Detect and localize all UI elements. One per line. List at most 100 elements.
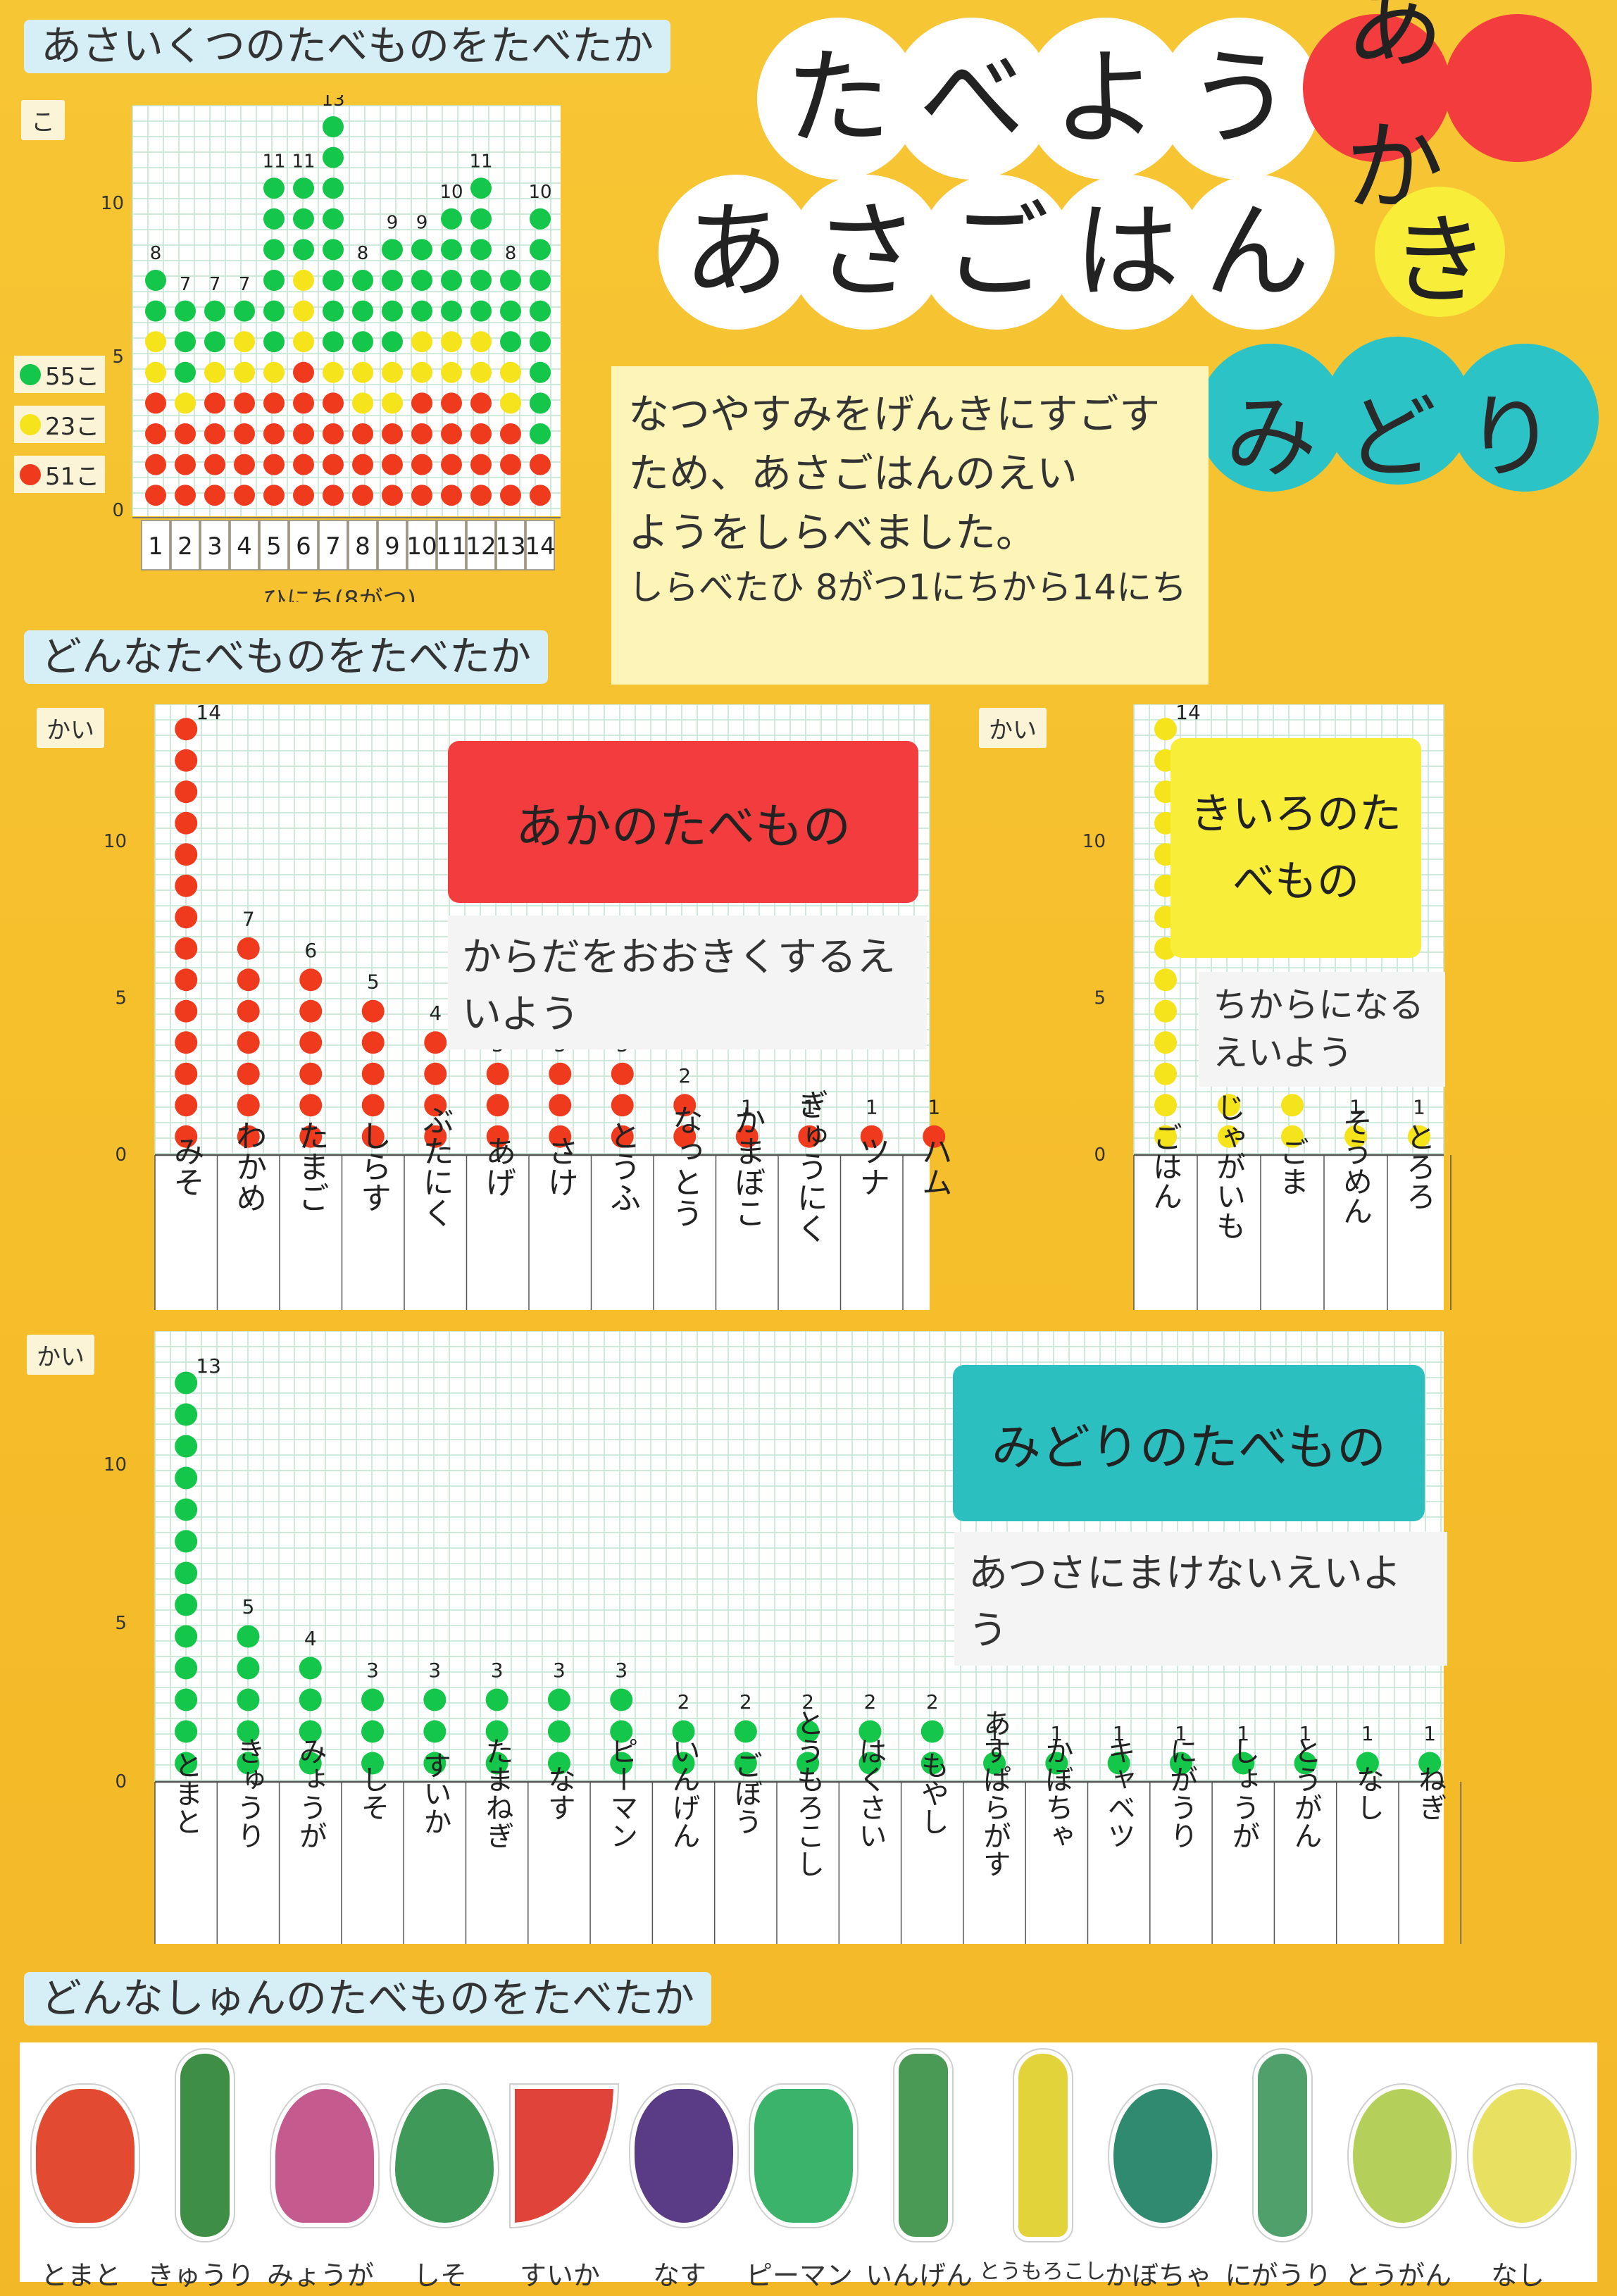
dot-green [299, 1657, 322, 1680]
dot-red [382, 423, 403, 444]
value-label: 2 [739, 1690, 752, 1714]
category-cell [437, 520, 466, 570]
dot-green [734, 1752, 757, 1775]
dot-green [1045, 1752, 1068, 1775]
vegetable-name: にがうり [1225, 2260, 1332, 2291]
category-label: なっとう [667, 1104, 703, 1228]
dot-red [673, 1094, 697, 1117]
dot-red [175, 485, 196, 506]
dot-green [1356, 1752, 1379, 1775]
dot-red [424, 1094, 447, 1117]
legend-item-yellow: 23こ [14, 406, 106, 443]
dot-red [530, 454, 551, 475]
dot-red [611, 1062, 634, 1085]
value-label: 1 [866, 1096, 878, 1119]
dot-red [237, 968, 260, 992]
dot-yellow [352, 361, 373, 383]
corn-icon [1014, 2049, 1072, 2241]
value-label: 14 [196, 704, 221, 724]
dot-green [361, 1720, 385, 1743]
dot-green [423, 1752, 447, 1775]
category-label: しらす [355, 1120, 391, 1213]
y-tick-label: 0 [115, 1771, 127, 1792]
y-tick-label: 5 [115, 1613, 127, 1634]
dot-red [411, 423, 432, 444]
value-label: 1 [1050, 1722, 1063, 1745]
total-label: 11 [469, 151, 492, 172]
dot-green [237, 1688, 260, 1711]
dot-red [263, 392, 285, 414]
category-label: 1 [148, 532, 163, 561]
vegetable-name: ピーマン [745, 2260, 853, 2291]
category-label: たまねぎ [481, 1737, 513, 1849]
category-label: さけ [542, 1135, 578, 1197]
dot-green [237, 1657, 260, 1680]
dot-green [382, 300, 403, 322]
category-label: 7 [325, 532, 341, 561]
category-cell [496, 520, 525, 570]
dot-yellow [441, 361, 462, 383]
y-tick-label: 10 [104, 831, 127, 852]
value-label: 1 [928, 1096, 940, 1119]
dot-red [923, 1125, 946, 1148]
chart3-title: きいろのたべもの [1190, 790, 1401, 906]
title2-char: ご [943, 191, 1049, 313]
chart2-subtitle: からだをおおきくするえいよう [448, 916, 927, 1049]
dot-yellow [1344, 1125, 1367, 1148]
dot-red [145, 423, 166, 444]
color-circle-aka: あか [1303, 0, 1592, 225]
dot-green [175, 1371, 198, 1395]
dot-yellow [382, 361, 403, 383]
dot-red [175, 968, 198, 992]
legend-dot-red [20, 463, 41, 485]
dot-red [204, 423, 225, 444]
title2-circle-2: ご [919, 175, 1074, 330]
dot-red [673, 1125, 697, 1148]
dot-green [983, 1752, 1006, 1775]
value-label: 5 [367, 971, 380, 994]
dot-yellow [1154, 1094, 1177, 1117]
note-line-2: ため、あさごはんのえい [628, 449, 1078, 498]
note-line-4: しらべたひ 8がつ1にちから14にち [628, 567, 1187, 609]
dot-red [500, 423, 521, 444]
dot-red [263, 454, 285, 475]
dot-red [175, 874, 198, 897]
dot-green [293, 177, 314, 199]
title2-char: ん [1204, 191, 1310, 313]
dot-green [323, 146, 344, 168]
dot-red [411, 392, 432, 414]
title1-char: た [785, 37, 891, 160]
dot-red [441, 485, 462, 506]
tomato-icon [32, 2085, 139, 2227]
category-label: 14 [525, 532, 555, 561]
vegetable-name: すいか [519, 2260, 600, 2291]
chart1-legend: 55こ 23こ 51こ [14, 356, 106, 493]
dot-green [175, 1593, 198, 1616]
dot-red [470, 454, 492, 475]
category-label: みそ [168, 1135, 204, 1197]
dot-green [1169, 1752, 1192, 1775]
title1-char: う [1186, 37, 1292, 160]
dot-red [549, 1125, 572, 1148]
dot-red [486, 1125, 509, 1148]
category-label: 2 [177, 532, 193, 561]
color-circle-ki: き [1375, 187, 1505, 318]
dot-green [411, 270, 432, 291]
shiso-icon [391, 2085, 498, 2227]
dot-yellow [470, 361, 492, 383]
dot-green [610, 1752, 633, 1775]
category-cell [289, 520, 318, 570]
total-label: 9 [416, 213, 428, 234]
chart4-title-box: みどりのたべもの [953, 1365, 1425, 1521]
dot-red [237, 999, 260, 1023]
dot-yellow [470, 331, 492, 353]
dot-green [263, 300, 285, 322]
value-label: 13 [196, 1354, 221, 1378]
category-label: たまご [293, 1120, 329, 1213]
category-label: 6 [296, 532, 311, 561]
dot-red [299, 1031, 323, 1054]
dot-red [441, 392, 462, 414]
dot-yellow [145, 331, 166, 353]
value-label: 2 [801, 1690, 814, 1714]
dot-red [424, 1062, 447, 1085]
